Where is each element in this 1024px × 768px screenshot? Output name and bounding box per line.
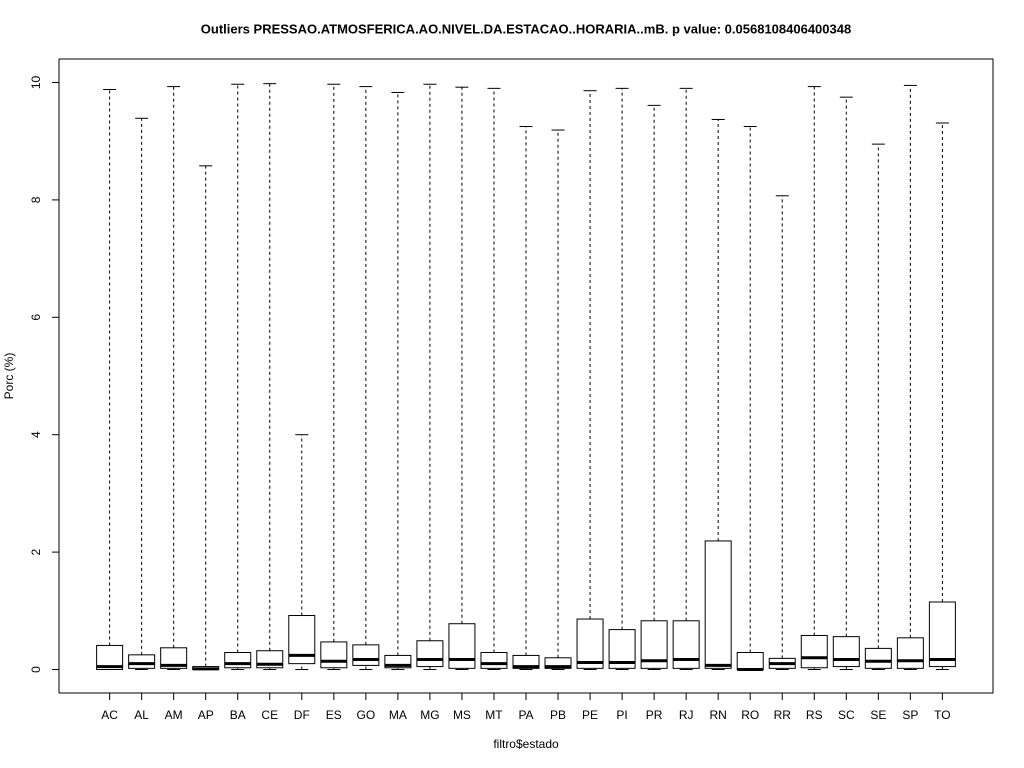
x-tick-label: AC — [101, 708, 118, 722]
x-tick-label: AM — [165, 708, 183, 722]
box — [864, 647, 892, 669]
y-tick-label: 10 — [29, 75, 43, 89]
box — [320, 641, 348, 669]
box — [800, 634, 828, 669]
box — [416, 640, 444, 668]
box — [448, 623, 476, 669]
x-tick-label: PA — [518, 708, 533, 722]
y-tick-label: 2 — [29, 548, 43, 555]
box — [480, 651, 508, 669]
x-tick-label: RR — [774, 708, 792, 722]
x-tick-label: PB — [550, 708, 566, 722]
x-tick-label: SC — [838, 708, 855, 722]
x-tick-label: PR — [646, 708, 663, 722]
x-tick-label: AL — [134, 708, 149, 722]
x-tick-label: CE — [261, 708, 278, 722]
box — [672, 620, 700, 669]
box — [544, 657, 572, 669]
box — [224, 651, 252, 669]
box — [928, 601, 956, 668]
y-tick-label: 0 — [29, 666, 43, 673]
box — [352, 644, 380, 666]
box — [704, 540, 732, 669]
x-tick-label: RN — [710, 708, 727, 722]
y-tick-label: 6 — [29, 314, 43, 321]
x-tick-label: AP — [198, 708, 214, 722]
x-tick-label: MT — [485, 708, 503, 722]
x-tick-label: BA — [230, 708, 246, 722]
x-tick-label: PI — [616, 708, 627, 722]
x-tick-label: SE — [870, 708, 886, 722]
x-tick-label: SP — [902, 708, 918, 722]
x-tick-label: ES — [326, 708, 342, 722]
box — [736, 651, 764, 671]
box — [576, 618, 604, 669]
chart-title: Outliers PRESSAO.ATMOSFERICA.AO.NIVEL.DA… — [201, 21, 851, 36]
x-tick-label: RO — [741, 708, 759, 722]
x-tick-label: GO — [357, 708, 376, 722]
x-axis-label: filtro$estado — [493, 737, 559, 751]
y-tick-label: 4 — [29, 431, 43, 438]
x-tick-label: MA — [389, 708, 407, 722]
x-tick-label: TO — [934, 708, 950, 722]
y-tick-label: 8 — [29, 196, 43, 203]
box — [128, 654, 156, 669]
y-axis-label: Porc (%) — [2, 353, 16, 400]
x-tick-label: DF — [294, 708, 310, 722]
x-tick-label: RS — [806, 708, 823, 722]
box — [896, 637, 924, 669]
x-tick-label: PE — [582, 708, 598, 722]
x-tick-label: MG — [420, 708, 439, 722]
x-tick-label: MS — [453, 708, 471, 722]
x-tick-label: RJ — [679, 708, 694, 722]
box — [832, 636, 860, 668]
box — [160, 647, 188, 669]
